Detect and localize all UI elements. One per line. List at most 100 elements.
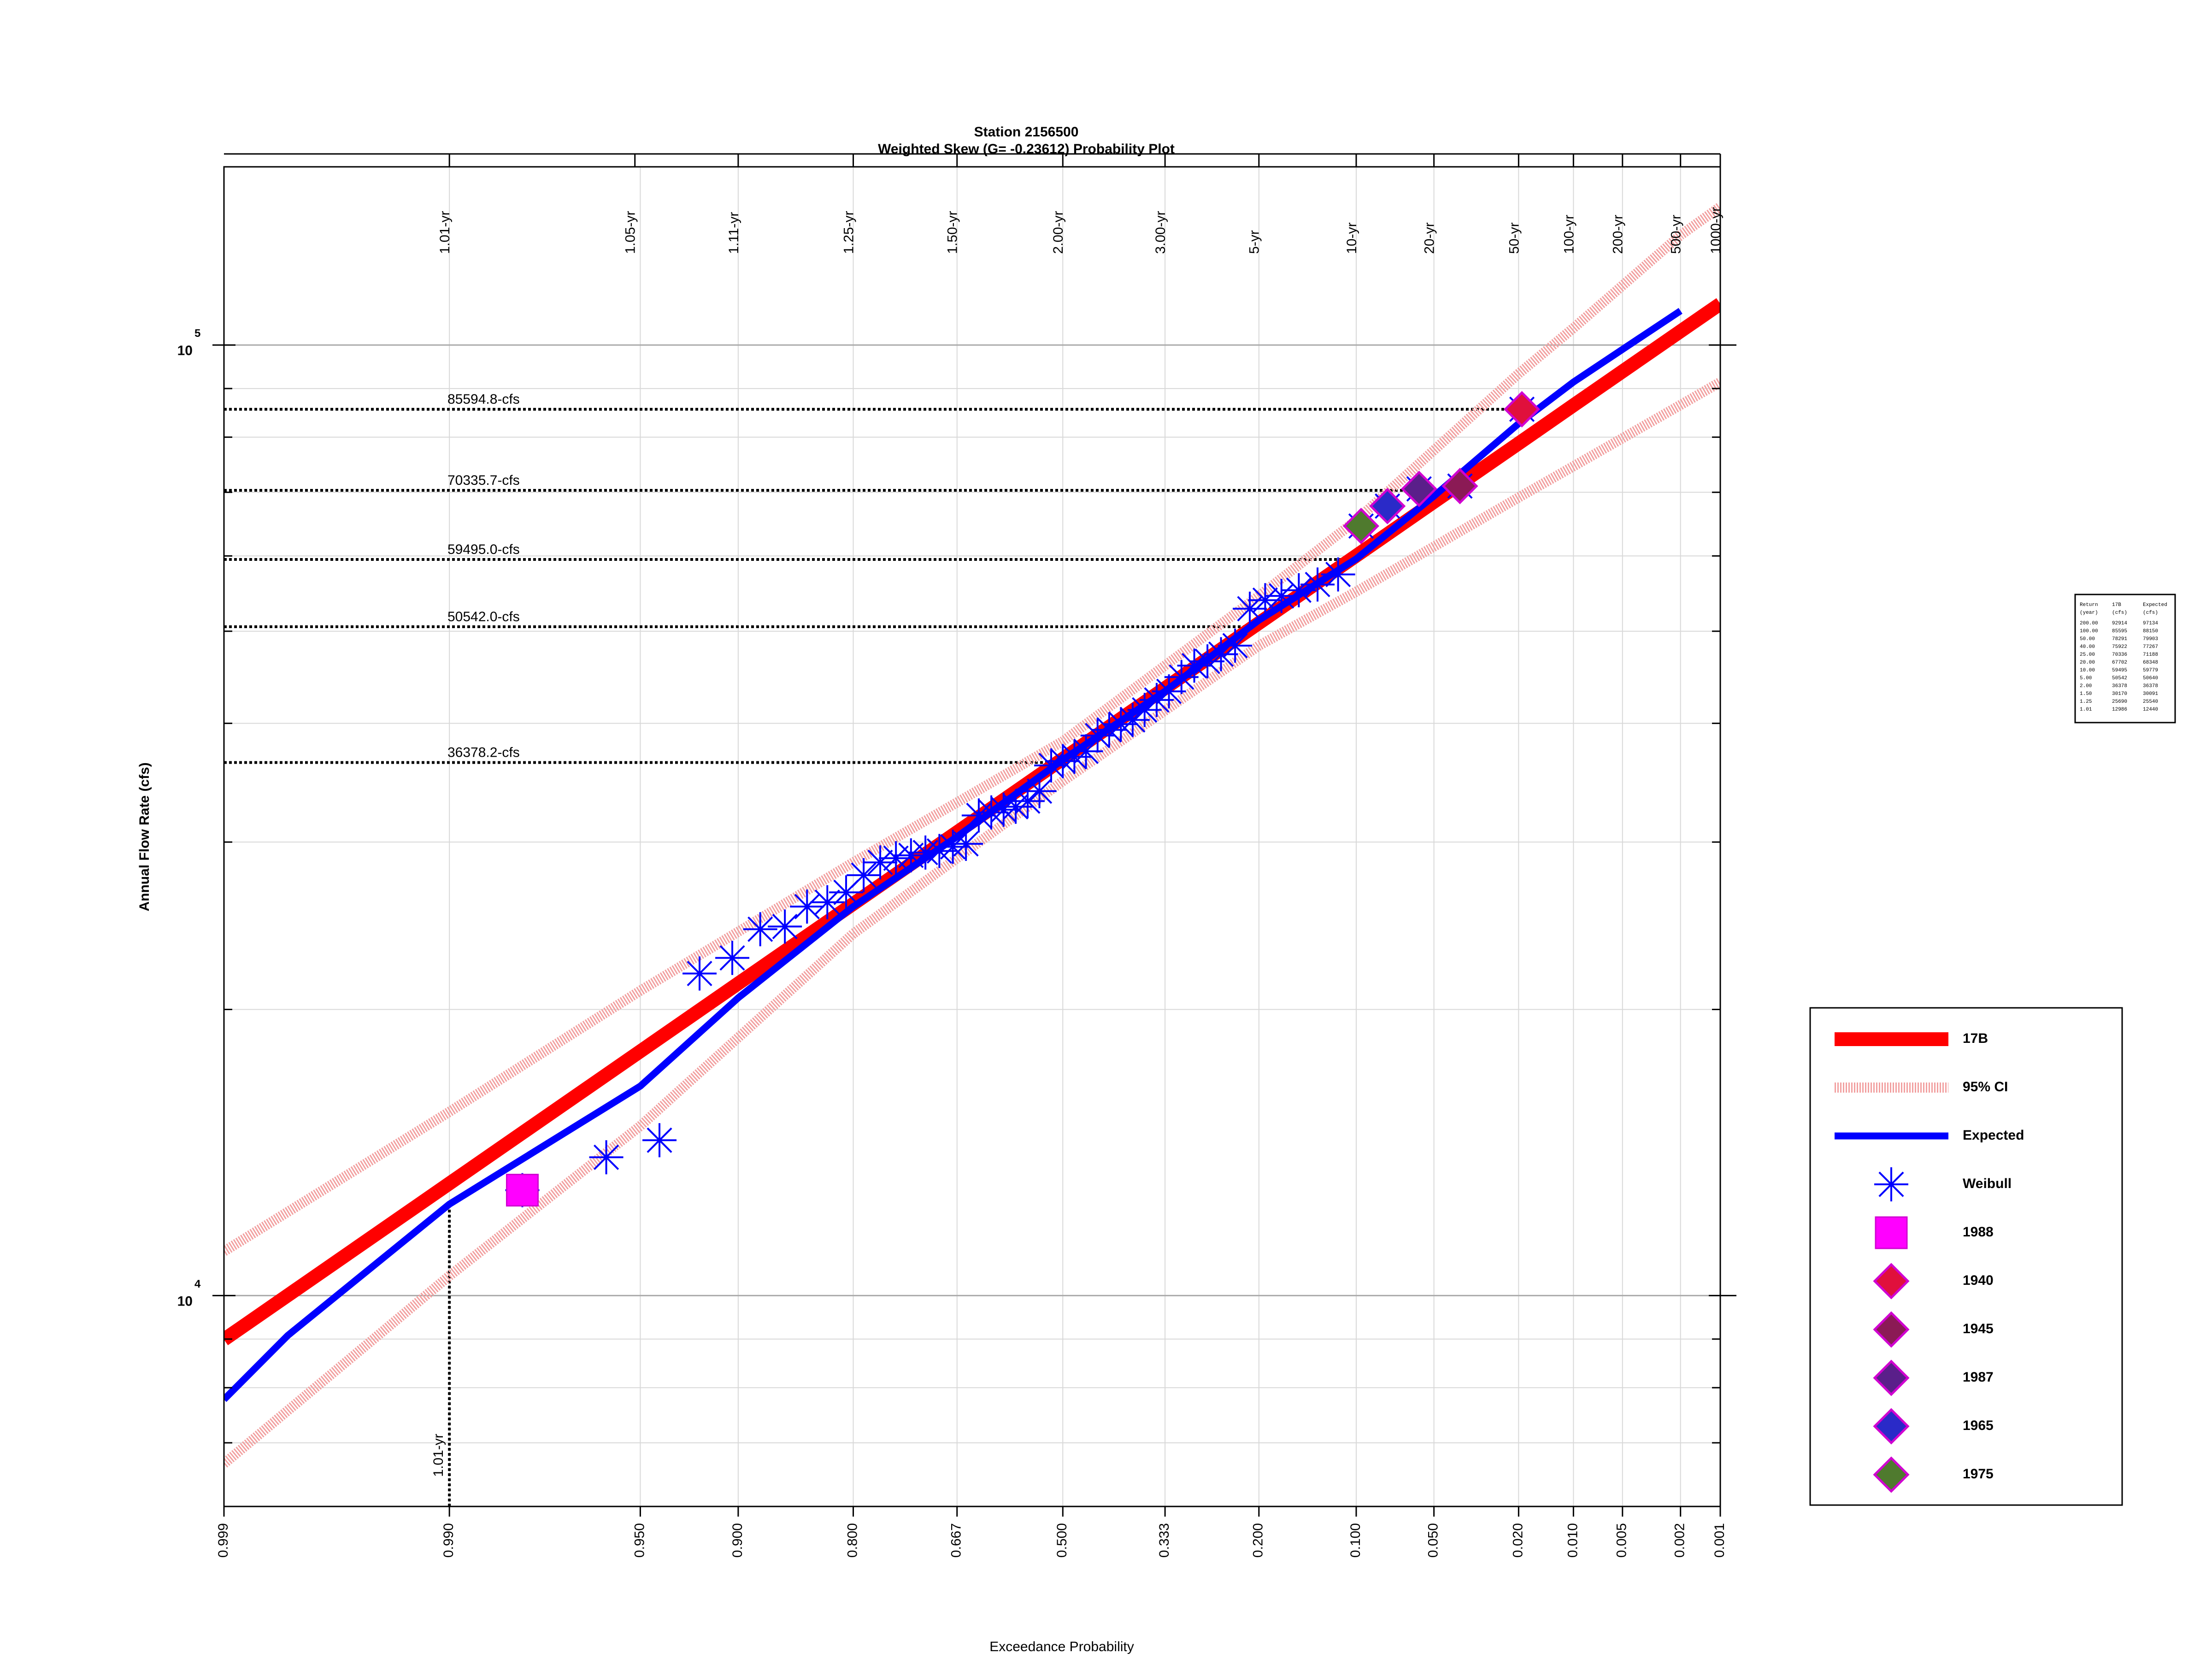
table-cell: 1.50 [2080, 691, 2092, 697]
table-cell: 50640 [2143, 676, 2158, 681]
table-cell: 78291 [2112, 636, 2127, 642]
weibull-point [1069, 734, 1103, 769]
x-tick-label: 0.010 [1565, 1523, 1580, 1558]
weibull-point [1057, 740, 1092, 774]
y-tick-exponent: 5 [194, 327, 200, 340]
weibull-point [863, 845, 898, 880]
x-tick-label: 0.020 [1510, 1523, 1525, 1558]
table-cell: 92914 [2112, 621, 2127, 626]
return-period-label: 1.05-yr [623, 211, 638, 254]
event-point [1400, 471, 1437, 507]
legend-swatch [1873, 1359, 1910, 1396]
weibull-point [715, 941, 750, 975]
return-period-label: 20-yr [1422, 223, 1437, 254]
legend-label: 1988 [1963, 1224, 1994, 1240]
weibull-point [847, 858, 881, 893]
table-cell: 10.00 [2080, 668, 2095, 673]
legend-label: 1987 [1963, 1370, 1994, 1385]
table-cell: 25690 [2112, 699, 2127, 705]
summary-table: Return 17B Expected (year) (cfs) (cfs) 200.00 9… [2080, 602, 2167, 712]
y-tick-label: 10 [177, 343, 193, 359]
table-cell: (cfs) [2112, 610, 2127, 616]
weibull-point [999, 789, 1033, 824]
ci-line [224, 202, 1720, 1256]
legend-swatch [1874, 1167, 1908, 1201]
legend-label: 1940 [1963, 1273, 1994, 1288]
weibull-point [894, 838, 928, 873]
table-cell: 85595 [2112, 629, 2127, 634]
y-tick-label: 10 [177, 1294, 193, 1309]
table-cell: (cfs) [2143, 610, 2158, 616]
x-tick-label: 0.667 [949, 1523, 964, 1558]
return-period-label: 100-yr [1561, 215, 1577, 254]
weibull-point [1010, 784, 1045, 818]
table-cell: 36378 [2143, 683, 2158, 689]
table-cell: 59779 [2143, 668, 2158, 673]
weibull-point [1232, 591, 1267, 626]
weibull-point [949, 827, 983, 861]
legend-label: 17B [1963, 1031, 1988, 1046]
weibull-point [829, 875, 863, 910]
return-period-label: 1.25-yr [841, 211, 856, 254]
weibull-point [1190, 644, 1225, 679]
x-axis-label: Exceedance Probability [989, 1639, 1134, 1654]
legend-label: Expected [1963, 1128, 2024, 1143]
reference-label: 36378.2-cfs [447, 745, 520, 760]
legend-label: 1975 [1963, 1466, 1994, 1482]
x-tick-label: 0.050 [1426, 1523, 1441, 1558]
summary-table-box [2074, 594, 2176, 724]
weibull-point [1321, 557, 1355, 592]
weibull-point [1139, 682, 1174, 717]
reference-label: 50542.0-cfs [447, 609, 520, 624]
return-period-label: 3.00-yr [1153, 211, 1168, 254]
table-cell: 77267 [2143, 644, 2158, 650]
return-period-label: 1.50-yr [945, 211, 960, 254]
table-cell: Expected [2143, 602, 2167, 608]
legend-label: 1945 [1963, 1321, 1994, 1336]
weibull-point [1046, 744, 1080, 778]
table-cell: 70336 [2112, 652, 2127, 658]
x-tick-label: 0.500 [1054, 1523, 1070, 1558]
table-cell: 75922 [2112, 644, 2127, 650]
table-cell: 59495 [2112, 668, 2127, 673]
legend-swatch [1873, 1408, 1910, 1445]
legend-label: Weibull [1963, 1176, 2012, 1191]
weibull-point [1092, 712, 1126, 747]
table-cell: 100.00 [2080, 629, 2098, 634]
table-cell: 2.00 [2080, 683, 2092, 689]
table-cell: 71188 [2143, 652, 2158, 658]
weibull-point [1022, 774, 1057, 808]
table-cell: 1.01 [2080, 707, 2092, 712]
plot-area [224, 202, 1720, 1468]
weibull-point [974, 795, 1009, 830]
y-tick-exponent: 4 [194, 1278, 201, 1290]
weibull-point [922, 834, 957, 868]
event-point [1342, 507, 1379, 544]
weibull-point [743, 912, 777, 947]
x-tick-label: 0.990 [441, 1523, 456, 1558]
weibull-point [961, 798, 996, 833]
weibull-point [1164, 660, 1199, 694]
table-cell: 30091 [2143, 691, 2158, 697]
weibull-point [768, 909, 802, 944]
table-cell: 12986 [2112, 707, 2127, 712]
weibull-point [810, 885, 845, 919]
return-period-label: 10-yr [1344, 223, 1359, 254]
legend-swatch [1873, 1456, 1910, 1493]
weibull-point [1264, 579, 1299, 613]
weibull-point [1204, 637, 1238, 671]
reference-label: 85594.8-cfs [447, 392, 520, 407]
weibull-point [908, 835, 943, 870]
legend-box [1809, 1007, 2123, 1506]
plot-frame [223, 166, 1721, 1507]
table-cell: 25540 [2143, 699, 2158, 705]
table-cell: 68348 [2143, 660, 2158, 665]
weibull-point [1218, 629, 1253, 663]
weibull-point [935, 830, 970, 864]
return-period-label: 1.01-yr [437, 211, 453, 254]
x-tick-label: 0.200 [1251, 1523, 1266, 1558]
x-tick-label: 0.001 [1712, 1523, 1727, 1558]
return-period-label: 1000-yr [1708, 207, 1724, 254]
table-cell: (year) [2080, 610, 2098, 616]
